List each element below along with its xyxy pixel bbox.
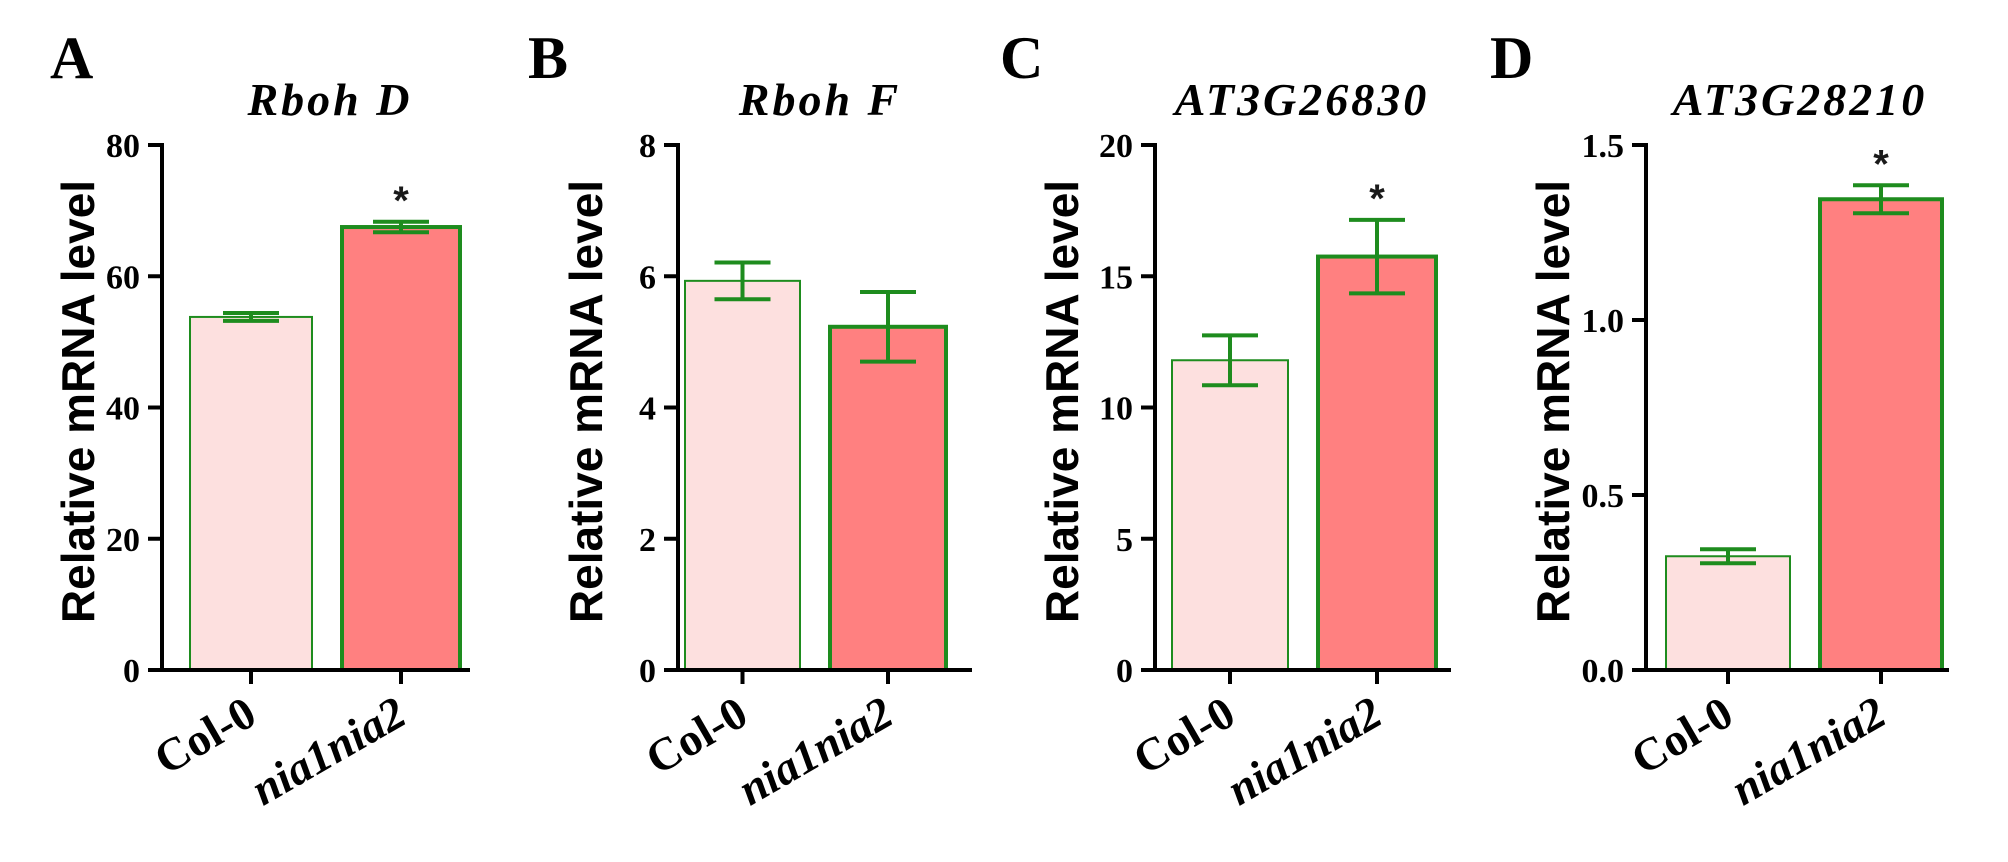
bar-col-0 (1665, 555, 1791, 671)
y-tick-label: 0 (1116, 653, 1133, 690)
bar-nia1nia2 (1818, 197, 1944, 672)
error-bar (1700, 547, 1756, 566)
bar-col-0 (189, 315, 313, 671)
y-tick-label: 2 (639, 522, 656, 559)
error-bar (1853, 183, 1909, 216)
panel-letter: D (1490, 25, 1533, 91)
category-label: nia1nia2 (242, 686, 414, 815)
y-tick-label: 0.5 (1582, 478, 1625, 515)
category-label: nia1nia2 (1722, 686, 1894, 815)
y-axis-label: Relative mRNA level (52, 180, 104, 623)
bar-col-0 (1171, 359, 1289, 671)
y-tick-label: 10 (1099, 391, 1133, 428)
error-bar (1349, 217, 1405, 296)
y-axis-label: Relative mRNA level (560, 180, 612, 623)
error-bar (373, 219, 429, 235)
y-tick-label: 6 (639, 259, 656, 296)
y-tick-label: 1.0 (1582, 303, 1625, 340)
significance-marker: * (1873, 142, 1889, 186)
y-axis-label: Relative mRNA level (1527, 180, 1579, 623)
error-bar (1202, 333, 1258, 388)
chart-title: AT3G26830 (1172, 74, 1429, 125)
y-tick-label: 20 (1099, 128, 1133, 165)
chart-title: Rboh D (247, 74, 413, 125)
category-label: nia1nia2 (729, 686, 901, 815)
y-tick-label: 8 (639, 128, 656, 165)
bar-col-0 (684, 279, 801, 671)
chart-title: Rboh F (738, 74, 901, 125)
bar-nia1nia2 (1316, 254, 1438, 672)
y-tick-label: 60 (106, 259, 140, 296)
bar-nia1nia2 (340, 225, 462, 672)
y-tick-label: 0.0 (1582, 653, 1625, 690)
y-tick-label: 0 (123, 653, 140, 690)
y-tick-label: 0 (639, 653, 656, 690)
y-tick-label: 15 (1099, 259, 1133, 296)
y-tick-label: 40 (106, 391, 140, 428)
error-bar (714, 260, 771, 302)
y-axis-label: Relative mRNA level (1036, 180, 1088, 623)
error-bar (860, 290, 916, 364)
y-tick-label: 4 (639, 391, 656, 428)
y-tick-label: 20 (106, 522, 140, 559)
significance-marker: * (1369, 177, 1385, 221)
category-label: nia1nia2 (1218, 686, 1390, 815)
panel-letter: C (1000, 25, 1043, 91)
error-bar (223, 311, 279, 323)
significance-marker: * (393, 179, 409, 223)
panel-letter: A (50, 25, 93, 91)
y-tick-label: 5 (1116, 522, 1133, 559)
panel-letter: B (528, 25, 568, 91)
y-tick-label: 1.5 (1582, 128, 1625, 165)
bar-nia1nia2 (828, 324, 948, 672)
chart-title: AT3G28210 (1670, 74, 1927, 125)
y-tick-label: 80 (106, 128, 140, 165)
